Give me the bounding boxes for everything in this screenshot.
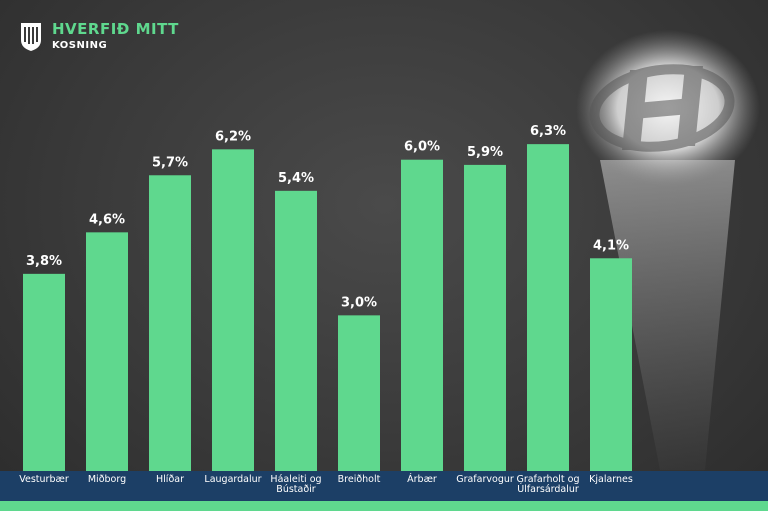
bar-6 — [401, 159, 443, 472]
category-label-8: Grafarholt og Úlfarsárdalur — [516, 474, 579, 495]
data-label-8: 6,3% — [530, 124, 566, 139]
category-label-line: Grafarvogur — [456, 474, 514, 485]
category-label-1: Miðborg — [88, 474, 126, 485]
data-label-6: 6,0% — [404, 140, 440, 155]
category-label-7: Grafarvogur — [456, 474, 514, 485]
category-label-line: Laugardalur — [204, 474, 261, 485]
data-label-9: 4,1% — [593, 238, 629, 253]
bar-4 — [275, 190, 317, 471]
category-label-0: Vesturbær — [19, 474, 69, 485]
data-label-7: 5,9% — [467, 145, 503, 160]
brand-logo: HVERFIÐ MITT KOSNING — [20, 22, 179, 52]
bar-5 — [338, 315, 380, 471]
category-axis-band — [0, 471, 768, 501]
bar-7 — [464, 164, 506, 472]
category-label-2: Hlíðar — [156, 474, 184, 485]
category-label-line: Breiðholt — [338, 474, 381, 485]
bar-8 — [527, 144, 569, 471]
category-label-line: Grafarholt og — [516, 474, 579, 485]
category-label-6: Árbær — [407, 473, 437, 485]
data-label-3: 6,2% — [215, 129, 251, 144]
bar-1 — [86, 232, 128, 471]
data-label-0: 3,8% — [26, 254, 62, 269]
category-label-9: Kjalarnes — [589, 474, 633, 485]
data-label-2: 5,7% — [152, 155, 188, 170]
category-label-line: Vesturbær — [19, 474, 69, 485]
category-label-line: Háaleiti og — [270, 474, 321, 485]
brand-title: HVERFIÐ MITT — [52, 20, 179, 38]
bar-9 — [590, 258, 632, 471]
category-label-3: Laugardalur — [204, 474, 261, 485]
bar-0 — [23, 273, 65, 471]
reykjavik-crest-icon — [21, 23, 41, 51]
category-label-line: Bústaðir — [276, 484, 315, 495]
category-label-4: Háaleiti og Bústaðir — [270, 474, 321, 495]
bar-2 — [149, 175, 191, 472]
category-label-5: Breiðholt — [338, 474, 381, 485]
data-label-4: 5,4% — [278, 171, 314, 186]
data-label-5: 3,0% — [341, 295, 377, 310]
category-label-line: Miðborg — [88, 474, 126, 485]
category-label-line: Kjalarnes — [589, 474, 633, 485]
h-letter-spotlight-icon — [589, 64, 735, 152]
footer-accent-strip — [0, 501, 768, 511]
category-label-line: Hlíðar — [156, 474, 184, 485]
brand-subtitle: KOSNING — [52, 40, 108, 51]
bar-3 — [212, 149, 254, 471]
category-label-line: Úlfarsárdalur — [517, 483, 579, 495]
category-label-line: Árbær — [407, 473, 437, 485]
data-label-1: 4,6% — [89, 212, 125, 227]
